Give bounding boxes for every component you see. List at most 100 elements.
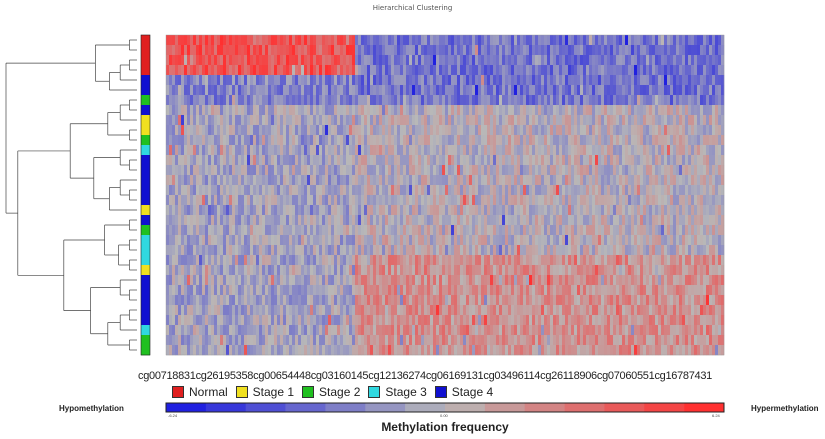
heatmap-cell — [625, 135, 629, 146]
heatmap-cell — [592, 45, 596, 56]
heatmap-cell — [229, 255, 233, 266]
heatmap-cell — [184, 185, 188, 196]
heatmap-cell — [169, 75, 173, 86]
heatmap-cell — [547, 185, 551, 196]
heatmap-cell — [424, 215, 428, 226]
heatmap-cell — [517, 135, 521, 146]
heatmap-cell — [268, 275, 272, 286]
heatmap-cell — [664, 155, 668, 166]
heatmap-cell — [331, 85, 335, 96]
heatmap-cell — [610, 35, 614, 46]
heatmap-cell — [610, 225, 614, 236]
heatmap-cell — [589, 115, 593, 126]
heatmap-cell — [445, 135, 449, 146]
heatmap-cell — [232, 175, 236, 186]
heatmap-cell — [505, 35, 509, 46]
heatmap-cell — [331, 225, 335, 236]
heatmap-cell — [376, 145, 380, 156]
heatmap-cell — [595, 145, 599, 156]
heatmap-cell — [535, 205, 539, 216]
heatmap-cell — [334, 195, 338, 206]
heatmap-cell — [541, 265, 545, 276]
heatmap-cell — [304, 155, 308, 166]
heatmap-cell — [709, 205, 713, 216]
heatmap-cell — [547, 225, 551, 236]
heatmap-cell — [367, 75, 371, 86]
heatmap-cell — [562, 145, 566, 156]
heatmap-cell — [439, 255, 443, 266]
heatmap-cell — [448, 145, 452, 156]
heatmap-cell — [421, 35, 425, 46]
heatmap-cell — [637, 275, 641, 286]
heatmap-cell — [310, 45, 314, 56]
heatmap-cell — [625, 265, 629, 276]
heatmap-cell — [697, 135, 701, 146]
heatmap-cell — [685, 115, 689, 126]
heatmap-cell — [559, 265, 563, 276]
heatmap-cell — [352, 255, 356, 266]
heatmap-cell — [487, 55, 491, 66]
heatmap-cell — [397, 195, 401, 206]
heatmap-cell — [670, 255, 674, 266]
heatmap-cell — [484, 215, 488, 226]
heatmap-cell — [718, 195, 722, 206]
heatmap-cell — [457, 115, 461, 126]
heatmap-cell — [223, 65, 227, 76]
heatmap-cell — [454, 145, 458, 156]
heatmap-cell — [196, 115, 200, 126]
heatmap-cell — [295, 265, 299, 276]
heatmap-cell — [604, 125, 608, 136]
heatmap-cell — [289, 185, 293, 196]
heatmap-cell — [631, 165, 635, 176]
heatmap-cell — [637, 85, 641, 96]
heatmap-cell — [220, 265, 224, 276]
heatmap-cell — [508, 185, 512, 196]
heatmap-cell — [661, 125, 665, 136]
heatmap-cell — [274, 225, 278, 236]
heatmap-cell — [448, 75, 452, 86]
heatmap-cell — [628, 85, 632, 96]
heatmap-cell — [208, 135, 212, 146]
heatmap-cell — [361, 285, 365, 296]
heatmap-cell — [265, 195, 269, 206]
heatmap-cell — [511, 265, 515, 276]
heatmap-cell — [712, 35, 716, 46]
heatmap-cell — [169, 155, 173, 166]
heatmap-cell — [583, 135, 587, 146]
heatmap-cell — [562, 65, 566, 76]
heatmap-cell — [661, 275, 665, 286]
heatmap-cell — [334, 95, 338, 106]
heatmap-cell — [199, 45, 203, 56]
heatmap-cell — [199, 185, 203, 196]
heatmap-cell — [469, 255, 473, 266]
heatmap-cell — [397, 285, 401, 296]
heatmap-cell — [223, 165, 227, 176]
heatmap-cell — [307, 115, 311, 126]
heatmap-cell — [706, 55, 710, 66]
heatmap-cell — [208, 165, 212, 176]
heatmap-cell — [478, 175, 482, 186]
heatmap-cell — [622, 185, 626, 196]
heatmap-cell — [283, 75, 287, 86]
heatmap-cell — [436, 265, 440, 276]
heatmap-cell — [688, 285, 692, 296]
heatmap-cell — [463, 135, 467, 146]
heatmap-cell — [637, 35, 641, 46]
heatmap-cell — [601, 125, 605, 136]
heatmap-cell — [415, 285, 419, 296]
heatmap-cell — [499, 115, 503, 126]
heatmap-cell — [223, 295, 227, 306]
heatmap-cell — [310, 125, 314, 136]
heatmap-cell — [694, 115, 698, 126]
heatmap-cell — [265, 75, 269, 86]
heatmap-cell — [703, 235, 707, 246]
heatmap-cell — [295, 85, 299, 96]
stage-bar-cell — [141, 325, 150, 336]
heatmap-cell — [175, 125, 179, 136]
heatmap-cell — [202, 255, 206, 266]
heatmap-cell — [454, 85, 458, 96]
heatmap-cell — [493, 275, 497, 286]
heatmap-cell — [544, 45, 548, 56]
heatmap-cell — [316, 285, 320, 296]
heatmap-cell — [241, 135, 245, 146]
